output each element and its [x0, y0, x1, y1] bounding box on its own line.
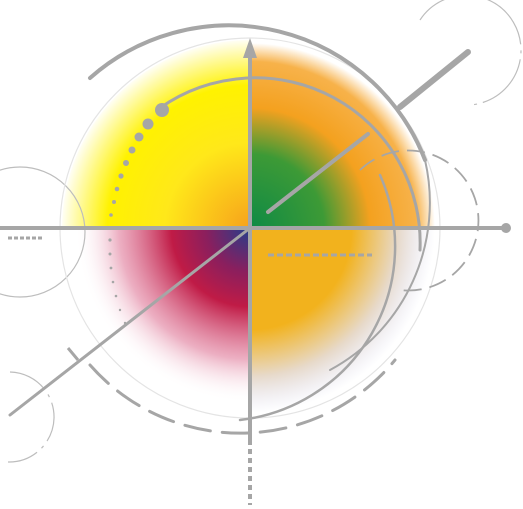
arrow-up-icon	[243, 38, 257, 58]
dot-11	[108, 252, 112, 256]
dot-1	[155, 103, 169, 117]
quadrant-fills	[62, 40, 438, 416]
outer-arc-top	[88, 23, 427, 162]
diagonal-lower	[8, 226, 252, 417]
dot-6	[118, 173, 124, 179]
bottom-left-arc	[7, 371, 55, 463]
dot-5	[123, 160, 129, 166]
diagonal-upper	[266, 132, 370, 214]
quadrant-yellow	[62, 40, 250, 228]
diagonal-top-right	[397, 49, 471, 110]
right-dashed-arc	[359, 149, 480, 292]
quadrant-gold	[250, 228, 438, 416]
dot-8	[112, 200, 116, 204]
dot-13	[111, 280, 115, 284]
bottom-arc	[88, 358, 397, 435]
dot-15	[118, 308, 122, 312]
short-tick	[66, 347, 80, 361]
top-right-arc	[419, 0, 522, 106]
dot-3	[134, 132, 144, 142]
dot-14	[114, 294, 118, 298]
inner-arc	[158, 76, 422, 252]
dot-7	[114, 186, 120, 192]
dot-12	[109, 266, 113, 270]
axis-end-dot	[501, 223, 511, 233]
dot-2	[142, 118, 154, 130]
quadrant-crimson	[62, 228, 250, 416]
left-circle	[0, 166, 86, 298]
diagonals	[8, 49, 471, 417]
quadrant-green	[250, 40, 438, 228]
dot-10	[108, 238, 112, 242]
axes	[0, 38, 511, 505]
dotted-arc	[108, 103, 169, 325]
outer-arc-right	[329, 159, 431, 371]
outer-right-arc-solid	[238, 173, 397, 422]
dot-9	[109, 213, 113, 217]
dot-4	[128, 146, 136, 154]
compass-arcs	[88, 23, 431, 435]
